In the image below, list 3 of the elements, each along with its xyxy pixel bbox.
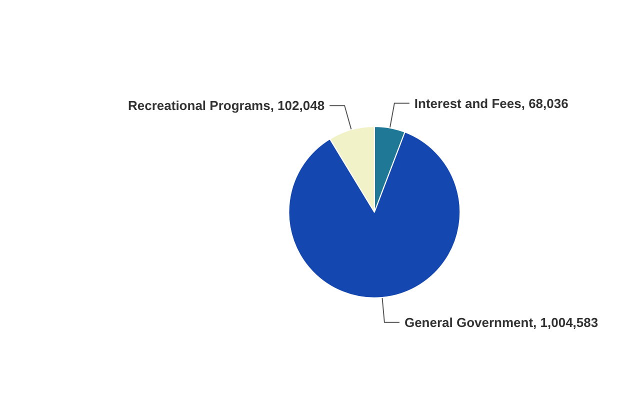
slice-label: Recreational Programs, 102,048 [128,98,325,114]
slice-label: General Government, 1,004,583 [404,314,598,330]
slice-label: Interest and Fees, 68,036 [414,96,568,111]
